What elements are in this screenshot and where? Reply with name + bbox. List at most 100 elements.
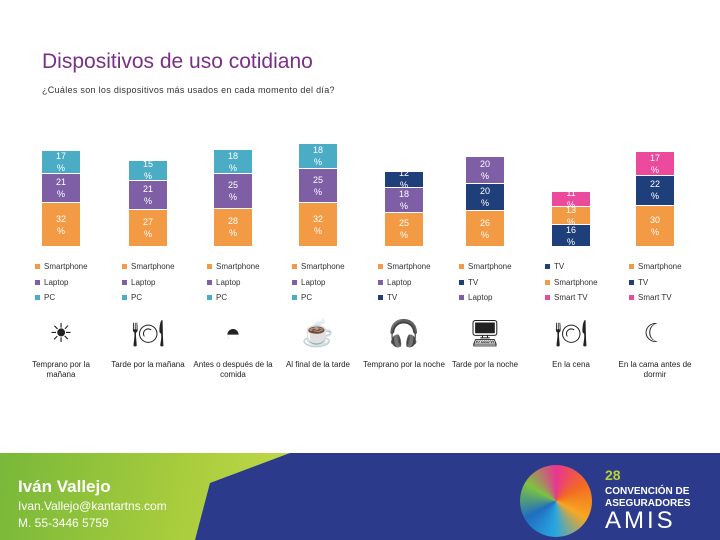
footer: Iván Vallejo Ivan.Vallejo@kantartns.com …	[0, 453, 720, 540]
bar-stack: 30 % 22 % 17 %	[636, 151, 674, 246]
legend-item: Smart TV	[545, 290, 598, 306]
legend-label: PC	[216, 293, 228, 303]
legend-label: Laptop	[44, 277, 69, 287]
category-label: Temprano por la mañana	[32, 360, 90, 379]
legend-item: Laptop	[207, 275, 260, 291]
legend-swatch	[35, 264, 40, 270]
legend-label: Laptop	[301, 277, 326, 287]
legend-label: Smartphone	[638, 262, 682, 272]
category-label: Tarde por la mañana	[111, 360, 185, 369]
legend-item: Smart TV	[629, 290, 682, 306]
legend-swatch	[459, 264, 464, 270]
legend-item: Laptop	[122, 275, 175, 291]
legend-item: Laptop	[35, 275, 88, 291]
legend-item: TV	[545, 259, 598, 275]
bar-segment-laptop: 20 %	[466, 155, 504, 183]
legend-label: Smartphone	[387, 262, 431, 272]
legend-item: Smartphone	[35, 259, 88, 275]
legend-item: Smartphone	[207, 259, 260, 275]
bar-segment-laptop: 25 %	[214, 173, 252, 208]
bar-segment-smartphone: 32 %	[42, 202, 80, 246]
bar-segment-smartphone: 13 %	[552, 206, 590, 225]
legend-swatch	[378, 264, 383, 270]
logo-line2: ASEGURADORES	[605, 498, 691, 509]
legend-swatch	[207, 264, 212, 270]
legend-label: PC	[301, 293, 313, 303]
chat-coffee-icon: ☕	[301, 318, 335, 348]
legend-item: Smartphone	[459, 259, 512, 275]
legend-item: Laptop	[378, 275, 431, 291]
category-label: Antes o después de la comida	[193, 360, 273, 379]
category-label: En la cena	[552, 360, 590, 369]
plate-moon-icon: 🍽	[554, 318, 588, 348]
legend-item: Smartphone	[292, 259, 345, 275]
legend-swatch	[459, 279, 464, 285]
bar-segment-smartphone: 27 %	[129, 209, 167, 246]
legend-item: Laptop	[459, 290, 512, 306]
cup-plate-icon: 🍽	[131, 318, 165, 348]
bar-segment-pc: 15 %	[129, 159, 167, 181]
legend-swatch	[35, 295, 40, 301]
logo-line1: CONVENCIÓN DE	[605, 486, 690, 497]
legend-label: TV	[638, 277, 649, 287]
legend-label: Smartphone	[44, 262, 88, 272]
legend-swatch	[545, 279, 550, 285]
bar-stack: 32 % 21 % 17 %	[42, 150, 80, 246]
legend-swatch	[35, 279, 40, 285]
bowl-icon: ◓	[225, 318, 241, 348]
legend-item: PC	[122, 290, 175, 306]
legend-swatch	[122, 295, 127, 301]
category-label: En la cama antes de dormir	[618, 360, 692, 379]
legend-label: TV	[468, 277, 479, 287]
legend-label: PC	[44, 293, 56, 303]
legend-item: PC	[35, 290, 88, 306]
legend: Smartphone Laptop PC	[207, 259, 260, 306]
bar-stack: 28 % 25 % 18 %	[214, 148, 252, 246]
legend-swatch	[122, 279, 127, 285]
bar-segment-laptop: 25 %	[299, 167, 337, 203]
bar-segment-smart-tv: 11 %	[552, 191, 590, 207]
bar-segment-smart-tv: 17 %	[636, 151, 674, 175]
legend-item: Laptop	[292, 275, 345, 291]
legend-label: Smartphone	[131, 262, 175, 272]
legend-swatch	[545, 295, 550, 301]
bar-stack: 25 % 18 % 12 %	[385, 170, 423, 246]
logo-amis: AMIS	[605, 507, 676, 534]
bar-segment-pc: 18 %	[299, 143, 337, 168]
legend: Smartphone Laptop PC	[35, 259, 88, 306]
presenter-phone: M. 55-3446 5759	[18, 516, 109, 530]
legend: Smartphone Laptop PC	[122, 259, 175, 306]
moon-icon: ☾	[643, 318, 667, 348]
legend-label: Smartphone	[468, 262, 512, 272]
legend-swatch	[545, 264, 550, 270]
legend-swatch	[629, 279, 634, 285]
legend-swatch	[292, 279, 297, 285]
presenter-name: Iván Vallejo	[18, 477, 111, 496]
legend-label: Laptop	[131, 277, 156, 287]
legend-label: Smartphone	[301, 262, 345, 272]
headphones-icon: 🎧	[387, 318, 421, 348]
legend-item: Smartphone	[122, 259, 175, 275]
legend-label: Laptop	[468, 293, 493, 303]
bar-segment-smartphone: 28 %	[214, 207, 252, 246]
bar-segment-smartphone: 32 %	[299, 202, 337, 246]
category-label: Temprano por la noche	[363, 360, 445, 369]
legend-label: Smart TV	[638, 293, 672, 303]
legend-swatch	[629, 264, 634, 270]
legend-swatch	[207, 295, 212, 301]
bar-segment-tv: 16 %	[552, 224, 590, 246]
bar-stack: 16 % 13 % 11 %	[552, 191, 590, 246]
legend: TV Smartphone Smart TV	[545, 259, 598, 306]
legend-item: PC	[207, 290, 260, 306]
legend-label: TV	[554, 262, 565, 272]
legend-swatch	[292, 264, 297, 270]
sunrise-icon: ☀	[49, 318, 73, 348]
legend-label: Smartphone	[554, 277, 598, 287]
legend-label: Smart TV	[554, 293, 588, 303]
legend-item: TV	[459, 275, 512, 291]
legend: Smartphone Laptop TV	[378, 259, 431, 306]
legend-label: TV	[387, 293, 398, 303]
bar-segment-smartphone: 30 %	[636, 204, 674, 246]
bar-segment-smartphone: 26 %	[466, 210, 504, 246]
legend-swatch	[629, 295, 634, 301]
